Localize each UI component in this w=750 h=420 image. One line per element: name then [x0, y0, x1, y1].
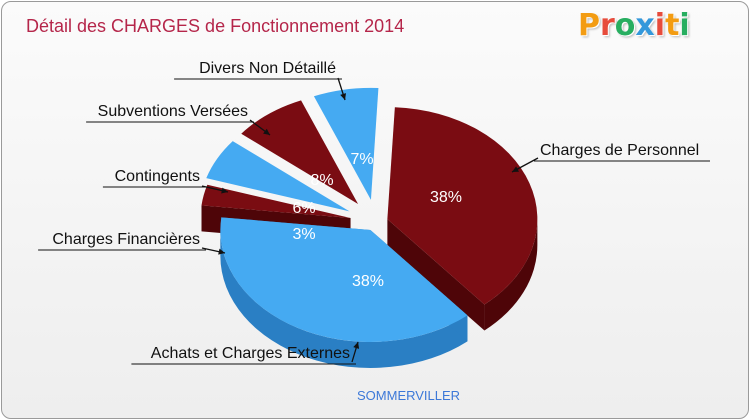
logo-letter: t: [665, 8, 680, 43]
slice-percent-label: 6%: [292, 200, 315, 217]
pie-slice-side: [484, 219, 538, 331]
pie-slice[interactable]: [241, 100, 359, 204]
pie-slice[interactable]: [313, 87, 379, 200]
slice-percent-label: 8%: [310, 172, 333, 189]
proxiti-logo: Proxiti: [578, 8, 690, 43]
pie-slice-edge: [387, 219, 485, 331]
logo-letter: P: [578, 8, 600, 43]
pie-slice[interactable]: [201, 184, 351, 218]
logo-letter: o: [614, 8, 636, 43]
leader-arrowhead: [221, 187, 228, 194]
commune-name: SOMMERVILLER: [357, 388, 461, 403]
slice-category-label: Divers Non Détaillé: [199, 60, 336, 77]
leader-arrowhead: [263, 128, 270, 135]
logo-letter: r: [600, 8, 615, 43]
slice-category-label: Contingents: [115, 168, 200, 185]
slice-percent-label: 38%: [352, 273, 384, 290]
pie-slice[interactable]: [220, 217, 468, 342]
leader-arrowhead: [340, 93, 346, 100]
slice-category-label: Achats et Charges Externes: [151, 345, 350, 362]
leader-arrowhead: [353, 342, 360, 349]
logo-letter: x: [635, 8, 655, 43]
slice-category-label: Subventions Versées: [98, 103, 248, 120]
slice-percent-label: 7%: [350, 151, 373, 168]
leader-arrowhead: [512, 166, 519, 172]
logo-letter: i: [679, 8, 690, 43]
pie-slice[interactable]: [206, 141, 350, 212]
logo-letter: i: [654, 8, 666, 43]
pie-slice[interactable]: [387, 107, 538, 305]
leader-arrowhead: [218, 248, 225, 255]
slice-category-label: Charges Financières: [52, 231, 200, 248]
slice-percent-label: 38%: [430, 189, 462, 206]
slice-percent-label: 3%: [292, 226, 315, 243]
pie-slice-side: [220, 229, 468, 368]
chart-title: Détail des CHARGES de Fonctionnement 201…: [26, 16, 405, 36]
pie-slice-tops: [201, 87, 538, 342]
slice-category-label: Charges de Personnel: [540, 142, 699, 159]
